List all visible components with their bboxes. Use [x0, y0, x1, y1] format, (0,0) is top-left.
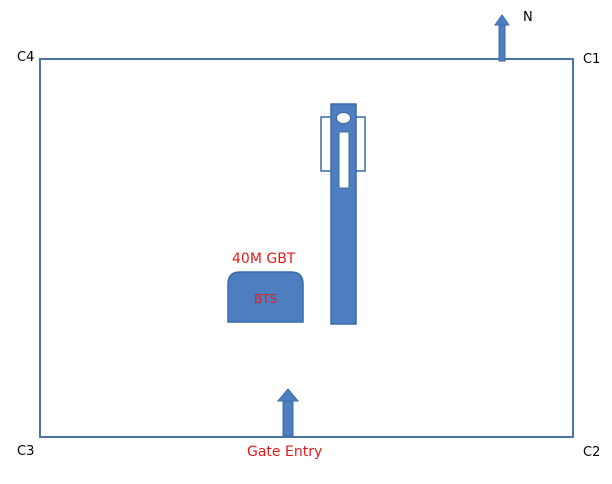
site-boundary [39, 58, 574, 438]
tower-label: 40M GBT [232, 251, 296, 267]
gate-entry-label: Gate Entry [247, 444, 322, 460]
bts-label: BTS [254, 292, 277, 306]
corner-label-c1: C1 [583, 52, 600, 67]
tower-structure [320, 103, 366, 325]
corner-label-c4: C4 [17, 50, 34, 65]
corner-label-c3: C3 [17, 444, 34, 459]
bts-shelter [227, 271, 304, 323]
corner-label-c2: C2 [583, 445, 600, 460]
north-label: N [523, 10, 533, 25]
north-arrow-icon [494, 14, 510, 62]
gate-entry-arrow-icon [276, 388, 300, 437]
